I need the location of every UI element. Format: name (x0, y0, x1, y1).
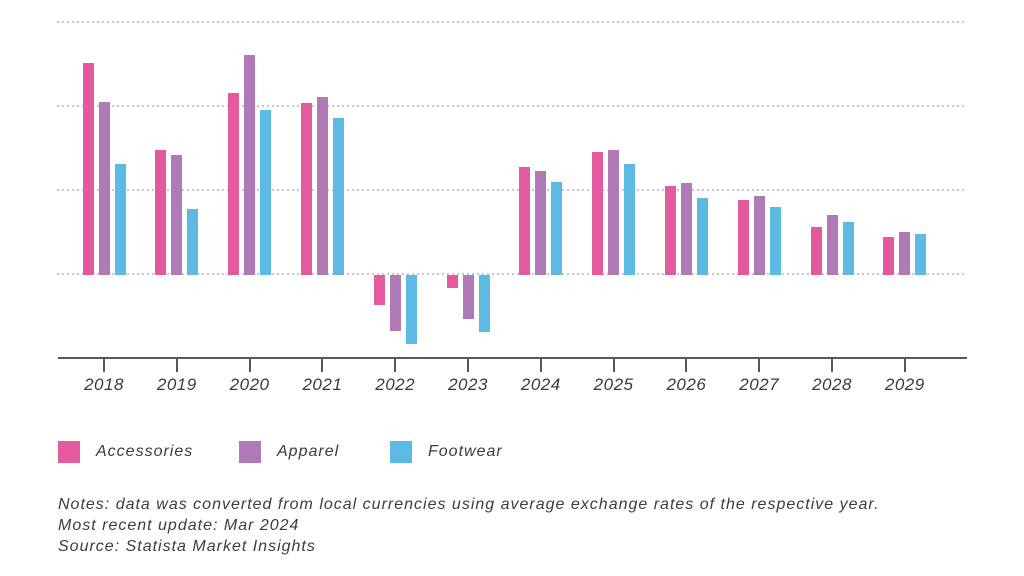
x-axis-tick-2028 (831, 359, 833, 372)
x-axis-label-2018: 2018 (84, 375, 124, 394)
legend-label-footwear: Footwear (428, 443, 503, 460)
x-axis-label-2028: 2028 (812, 375, 852, 394)
x-axis-label-2022: 2022 (375, 375, 416, 394)
bar-accessories-2027 (737, 199, 749, 275)
bar-accessories-2025 (592, 152, 604, 275)
bar-footwear-2025 (624, 163, 636, 275)
accessories-swatch-icon (58, 441, 80, 463)
bar-footwear-2023 (478, 275, 490, 333)
bar-footwear-2028 (842, 221, 854, 275)
bar-accessories-2022 (373, 275, 385, 306)
bar-apparel-2020 (244, 54, 256, 275)
bar-accessories-2023 (446, 275, 458, 289)
x-axis-tick-2027 (758, 359, 761, 372)
bar-apparel-2029 (899, 231, 911, 275)
bar-footwear-2021 (332, 117, 344, 275)
x-axis-tick-2023 (467, 359, 469, 372)
bar-apparel-2026 (680, 183, 692, 275)
bar-footwear-2029 (915, 233, 927, 275)
bar-accessories-2019 (155, 149, 167, 275)
x-axis-tick-2019 (175, 359, 178, 372)
bar-accessories-2020 (228, 93, 240, 275)
gridline-5 (57, 189, 966, 191)
bar-footwear-2024 (551, 182, 563, 275)
x-axis-label-2026: 2026 (666, 375, 707, 394)
plot-area: 2018 2019 2020 2021 2022 2023 2024 2025 2026 2027… (57, 0, 967, 420)
bar-accessories-2029 (883, 236, 895, 275)
bar-apparel-2022 (389, 275, 401, 332)
gridline-10 (57, 105, 966, 107)
bar-footwear-2022 (405, 275, 417, 344)
bar-apparel-2025 (608, 150, 620, 275)
bar-apparel-2024 (535, 170, 547, 275)
x-axis-tick-2029 (903, 359, 906, 372)
x-axis-label-2020: 2020 (229, 375, 270, 394)
bar-apparel-2021 (316, 96, 328, 275)
x-axis-line (58, 357, 967, 359)
x-axis-label-2019: 2019 (156, 375, 197, 394)
bar-apparel-2028 (826, 215, 838, 275)
x-axis-label-2023: 2023 (448, 375, 488, 394)
apparel-swatch-icon (239, 441, 261, 463)
bar-accessories-2026 (664, 185, 676, 275)
x-axis-label-2027: 2027 (739, 375, 780, 394)
legend: Accessories Apparel Footwear (0, 441, 1024, 467)
x-axis-tick-2024 (539, 359, 542, 372)
footnote-source: Source: Statista Market Insights (58, 538, 316, 555)
bar-accessories-2024 (519, 167, 531, 275)
bar-footwear-2026 (696, 198, 708, 275)
gridline-15 (57, 21, 966, 23)
footwear-swatch-icon (390, 441, 412, 463)
legend-label-accessories: Accessories (96, 443, 194, 460)
bar-footwear-2020 (260, 110, 272, 275)
gridline-0 (57, 273, 966, 275)
bar-apparel-2019 (171, 155, 183, 275)
footnotes: Notes: data was converted from local cur… (58, 494, 978, 557)
x-axis-label-2021: 2021 (302, 375, 343, 394)
bar-apparel-2018 (98, 101, 110, 275)
bar-accessories-2021 (300, 103, 312, 275)
footnote-update: Most recent update: Mar 2024 (58, 517, 300, 534)
x-axis-tick-2022 (394, 359, 397, 372)
bar-accessories-2028 (810, 226, 822, 275)
legend-label-apparel: Apparel (277, 443, 340, 460)
bar-footwear-2019 (187, 209, 199, 275)
bar-apparel-2023 (462, 275, 474, 319)
x-axis-label-2024: 2024 (520, 375, 561, 394)
bar-footwear-2027 (769, 206, 781, 275)
x-axis-tick-2021 (321, 359, 324, 372)
x-axis-tick-2025 (612, 359, 615, 372)
x-axis-tick-2026 (685, 359, 688, 372)
x-axis-label-2025: 2025 (593, 375, 634, 394)
bar-apparel-2027 (753, 195, 765, 275)
x-axis-label-2029: 2029 (884, 375, 925, 394)
x-axis-tick-2018 (103, 359, 105, 372)
bar-accessories-2018 (82, 63, 94, 275)
x-axis-tick-2020 (248, 359, 251, 372)
bar-footwear-2018 (114, 163, 126, 275)
footnote-notes: Notes: data was converted from local cur… (58, 496, 880, 513)
